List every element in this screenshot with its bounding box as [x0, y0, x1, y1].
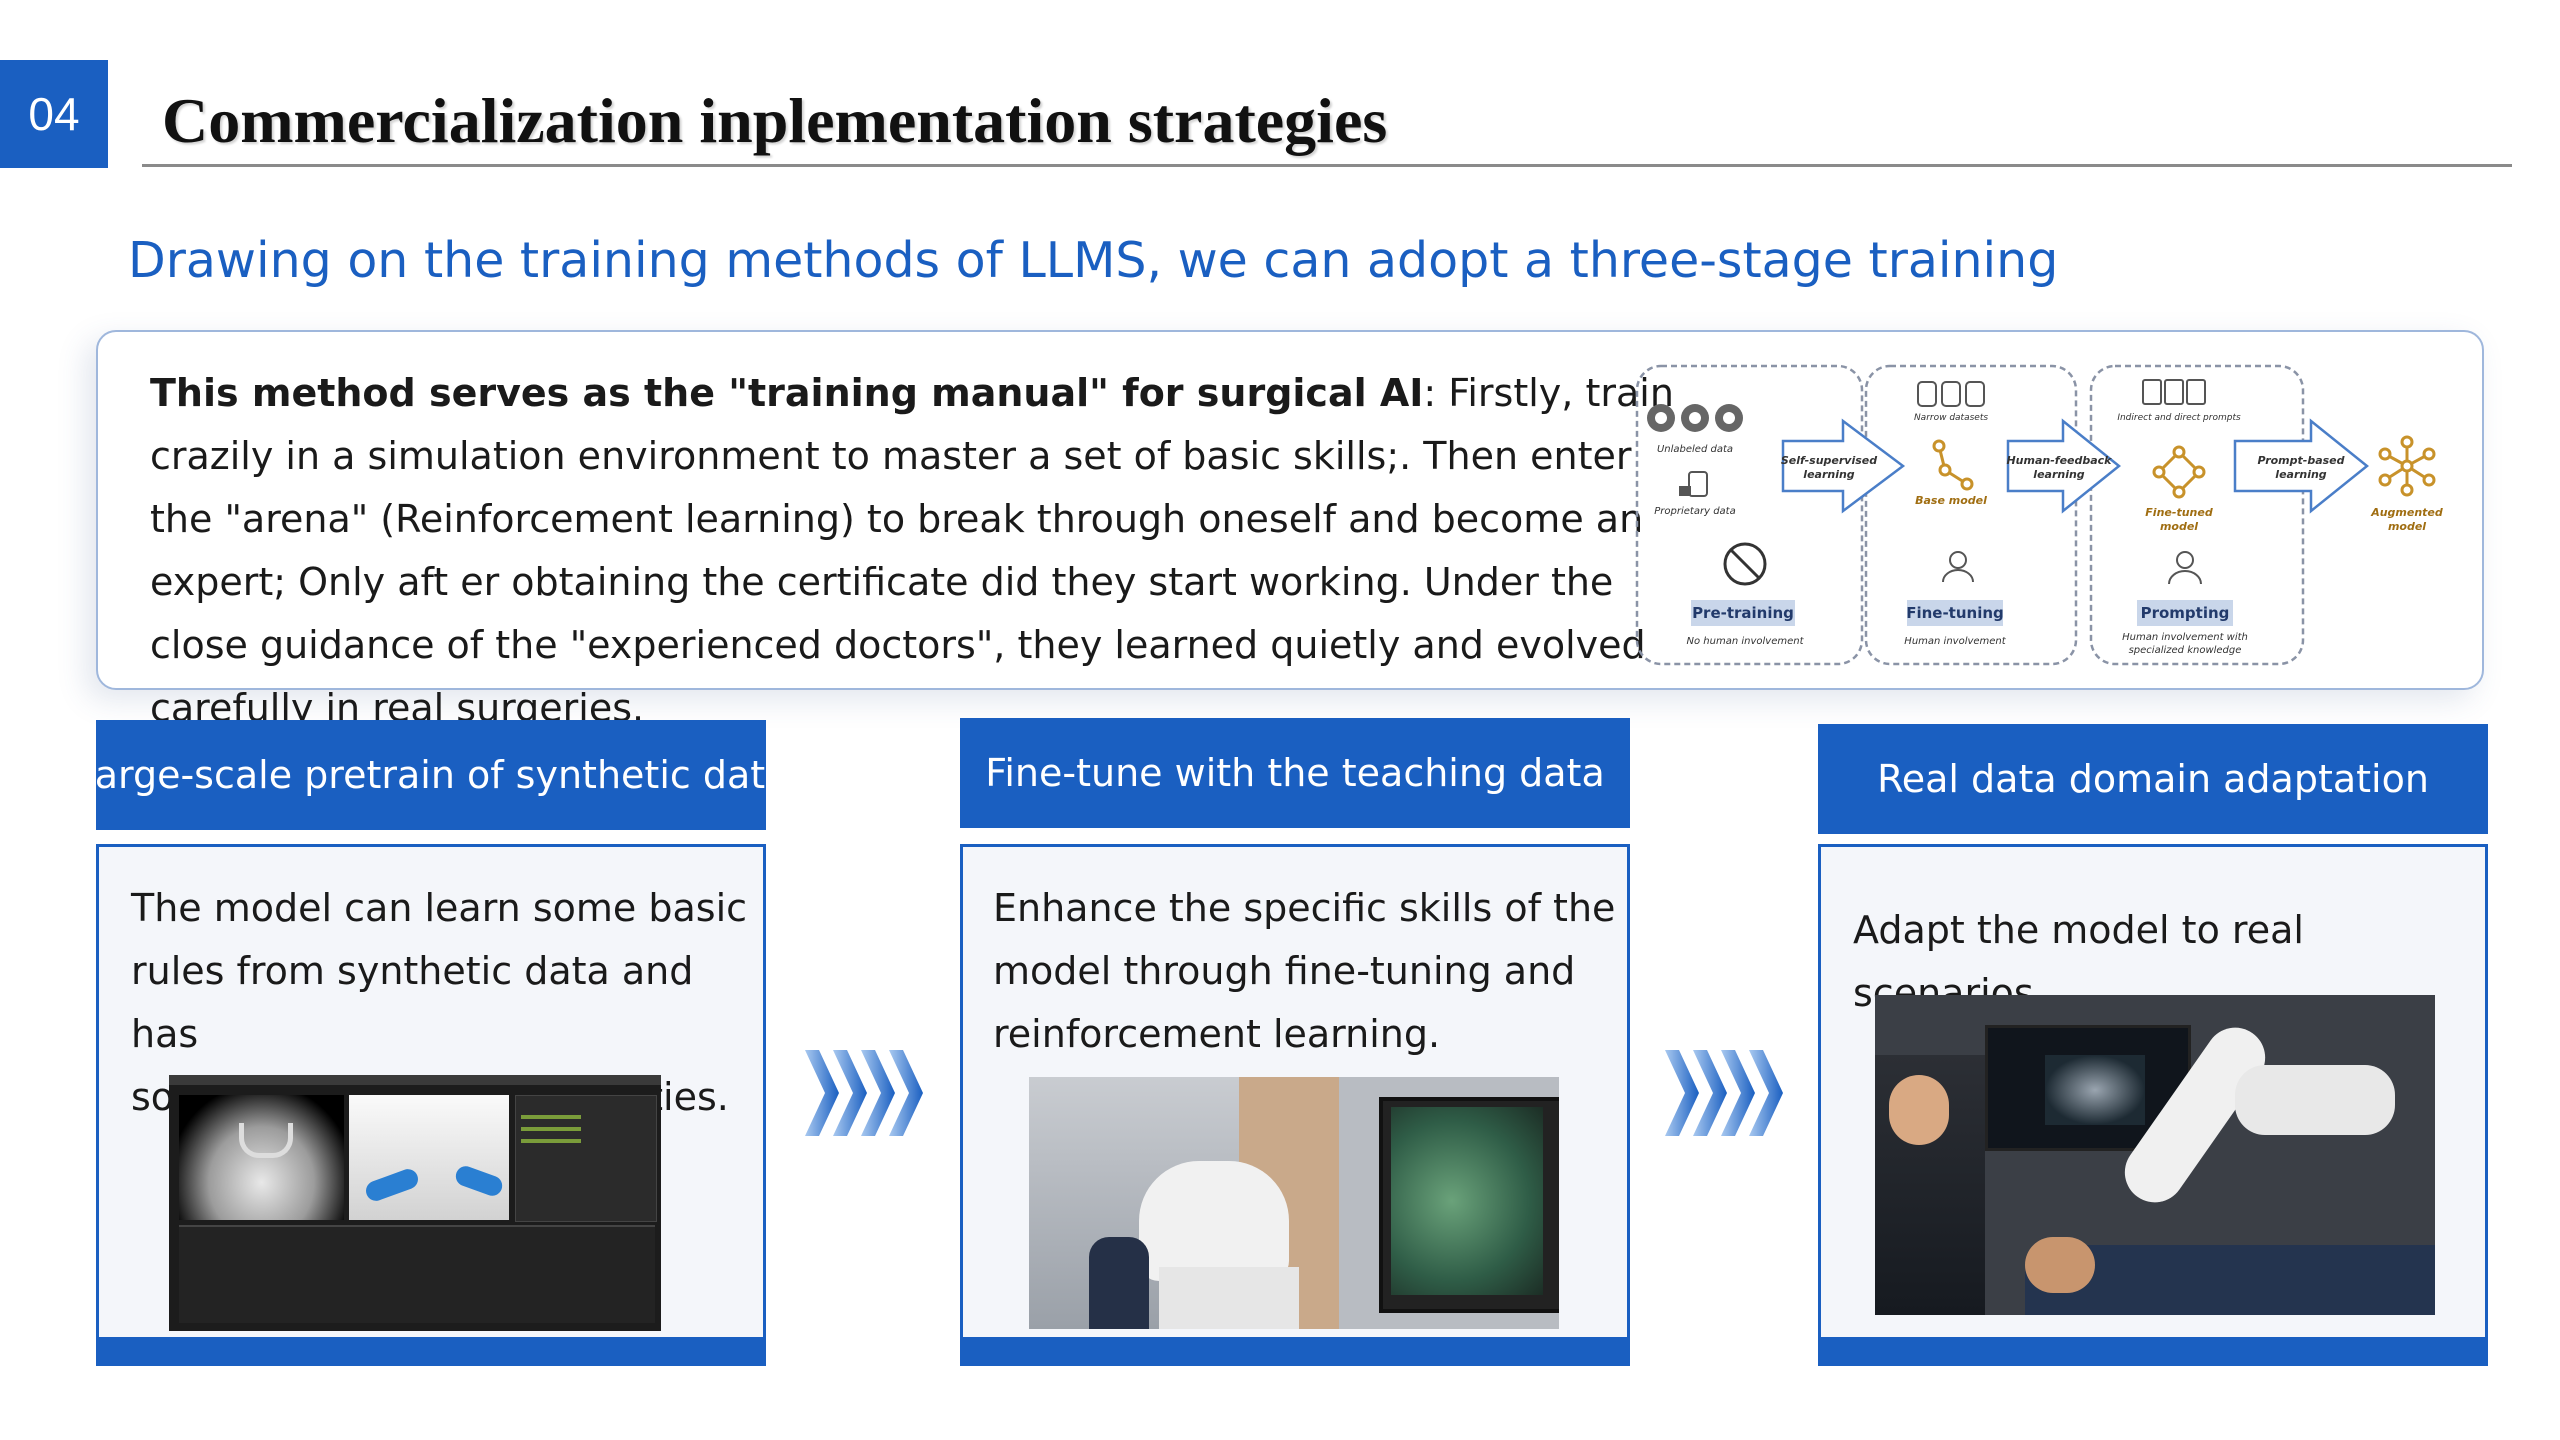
robot-ultrasound-photo	[1875, 995, 2435, 1315]
stage-2-footer-bar	[960, 1340, 1630, 1366]
stage-2-header: Fine-tune with the teaching data	[960, 718, 1630, 828]
no-human-label: No human involvement	[1687, 636, 1805, 647]
self-supervised-label-1: Self-supervised	[1781, 454, 1877, 467]
intro-bold-lead: This method serves as the "training manu…	[150, 371, 1424, 415]
no-human-icon	[1723, 542, 1767, 586]
chevron-right-icon	[805, 1050, 923, 1136]
indirect-prompts-label: Indirect and direct prompts	[2117, 413, 2241, 423]
intro-body: : Firstly, train crazily in a simulation…	[150, 371, 1674, 730]
stage-3-card: Adapt the model to real scenarios	[1818, 844, 2488, 1340]
arrow-prompt-based	[2233, 418, 2369, 514]
stage-1-card: The model can learn some basic rules fro…	[96, 844, 766, 1340]
dataset-icons	[1917, 381, 1985, 407]
stage-2-line: model through fine-tuning and	[993, 949, 1576, 993]
intro-panel: This method serves as the "training manu…	[96, 330, 2484, 730]
fine-tuned-model-icon	[2152, 445, 2206, 499]
database-lock-icon	[1679, 471, 1708, 497]
stage-2-line: reinforcement learning.	[993, 1012, 1441, 1056]
gear-icon	[1647, 404, 1675, 432]
prompt-based-label-1: Prompt-based	[2257, 454, 2344, 467]
pretraining-label: Pre-training	[1692, 604, 1794, 622]
arrow-self-supervised	[1781, 418, 1906, 514]
augmented-label-2: model	[2388, 520, 2426, 533]
unlabeled-data-label: Unlabeled data	[1657, 444, 1733, 455]
training-pipeline-diagram: Unlabeled data Proprietary data Pre-trai…	[1635, 364, 2443, 666]
fine-tuned-label-1: Fine-tuned	[2145, 506, 2213, 519]
base-model-icon	[1932, 439, 1974, 491]
narrow-datasets-label: Narrow datasets	[1914, 413, 1988, 423]
person-icon	[1942, 551, 1974, 583]
human-specialized-label-1: Human involvement with	[2122, 632, 2248, 643]
doctor-icon	[2168, 551, 2202, 585]
fine-tuned-label-2: model	[2160, 520, 2198, 533]
intro-text: This method serves as the "training manu…	[150, 362, 1700, 740]
stage-1-line: rules from synthetic data and has	[131, 949, 694, 1056]
document-icons	[2142, 379, 2206, 405]
augmented-label-1: Augmented	[2370, 506, 2443, 519]
proprietary-data-label: Proprietary data	[1654, 506, 1735, 517]
stage-1-header: Large-scale pretrain of synthetic data	[74, 720, 788, 830]
pretraining-tag	[1691, 600, 1795, 626]
arrow-human-feedback	[2006, 418, 2121, 514]
human-feedback-label-1: Human-feedback	[2006, 454, 2112, 467]
pretraining-box	[1635, 364, 1864, 666]
human-specialized-label-2: specialized knowledge	[2129, 645, 2242, 656]
stage-3-footer-bar	[1818, 1340, 2488, 1366]
base-model-label: Base model	[1915, 494, 1987, 507]
human-feedback-label-2: learning	[2033, 468, 2085, 481]
chevron-right-icon	[1665, 1050, 1783, 1136]
stage-1-line: The model can learn some basic	[131, 886, 748, 930]
human-involvement-label: Human involvement	[1904, 636, 2006, 647]
section-number-badge: 04	[0, 60, 108, 168]
title-underline	[142, 164, 2512, 167]
augmented-model-icon	[2378, 435, 2436, 497]
gear-icon	[1715, 404, 1743, 432]
finetuning-label: Fine-tuning	[1906, 604, 2004, 622]
finetuning-box	[1864, 364, 2078, 666]
stage-1-title: Large-scale pretrain of synthetic data	[73, 753, 789, 797]
page-title: Commercialization inplementation strateg…	[162, 85, 1388, 156]
prompt-based-label-2: learning	[2275, 468, 2327, 481]
stage-2-card: Enhance the specific skills of the model…	[960, 844, 1630, 1340]
gear-icon	[1681, 404, 1709, 432]
stage-2-line: Enhance the specific skills of the	[993, 886, 1616, 930]
self-supervised-label-2: learning	[1803, 468, 1855, 481]
stage-2-text: Enhance the specific skills of the model…	[993, 877, 1615, 1066]
prompting-box	[2089, 364, 2305, 666]
prompting-label: Prompting	[2141, 604, 2230, 622]
prompting-tag	[2137, 600, 2233, 626]
surgical-console-photo	[1029, 1077, 1559, 1329]
stage-2-title: Fine-tune with the teaching data	[985, 751, 1605, 795]
page-subtitle: Drawing on the training methods of LLMS,…	[128, 232, 2059, 289]
simulator-screenshot	[169, 1075, 661, 1331]
stage-3-header: Real data domain adaptation	[1818, 724, 2488, 834]
finetuning-tag	[1907, 600, 2003, 626]
stage-3-title: Real data domain adaptation	[1877, 757, 2429, 801]
stage-1-footer-bar	[96, 1340, 766, 1366]
